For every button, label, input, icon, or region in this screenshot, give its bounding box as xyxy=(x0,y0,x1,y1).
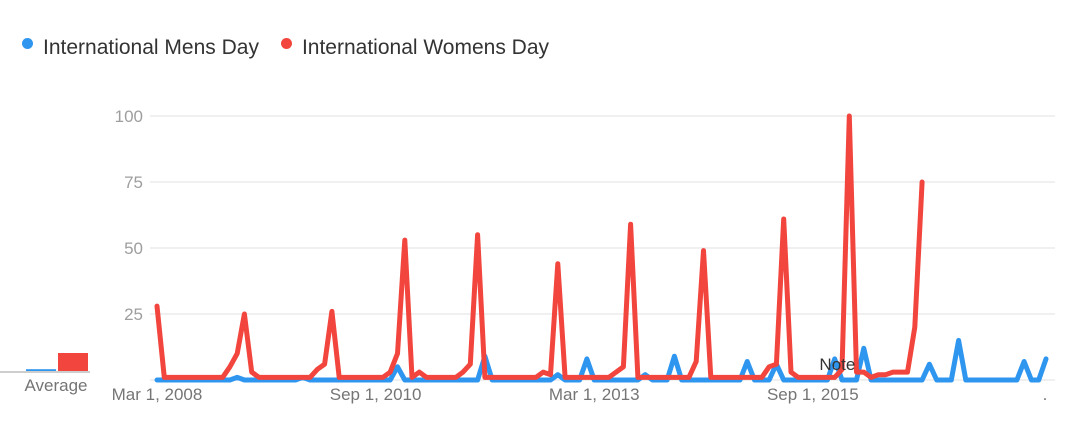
chart-legend: International Mens Day International Wom… xyxy=(22,36,571,60)
legend-label: International Womens Day xyxy=(301,36,550,59)
x-tick-label: Mar 1, 2008 xyxy=(112,385,203,404)
legend-item-mens-day[interactable]: International Mens Day xyxy=(22,36,259,60)
annotations: Note xyxy=(819,355,855,374)
series-lines xyxy=(154,113,1049,383)
legend-item-womens-day[interactable]: International Womens Day xyxy=(280,36,550,60)
average-label: Average xyxy=(24,376,87,395)
y-tick-label: 50 xyxy=(124,239,143,258)
x-tick-label: Sep 1, 2015 xyxy=(767,385,859,404)
legend-label: International Mens Day xyxy=(43,36,259,59)
note-annotation[interactable]: Note xyxy=(819,355,855,374)
y-tick-label: 100 xyxy=(115,107,143,126)
legend-dot-icon xyxy=(22,37,33,49)
average-bars: Average xyxy=(0,353,90,395)
x-tick-trailing: . xyxy=(1043,385,1048,404)
legend-dot-icon xyxy=(280,37,292,49)
y-tick-label: 75 xyxy=(124,173,143,192)
series-line-womens-day[interactable] xyxy=(154,113,925,380)
y-axis-ticks: 25 50 75 100 xyxy=(115,107,143,324)
y-tick-label: 25 xyxy=(124,305,143,324)
x-tick-label: Mar 1, 2013 xyxy=(549,385,640,404)
average-bar-mens-day xyxy=(26,369,56,371)
x-tick-label: Sep 1, 2010 xyxy=(330,385,422,404)
x-axis-ticks: Mar 1, 2008 Sep 1, 2010 Mar 1, 2013 Sep 1, … xyxy=(112,385,1048,404)
average-bar-womens-day xyxy=(58,353,88,371)
